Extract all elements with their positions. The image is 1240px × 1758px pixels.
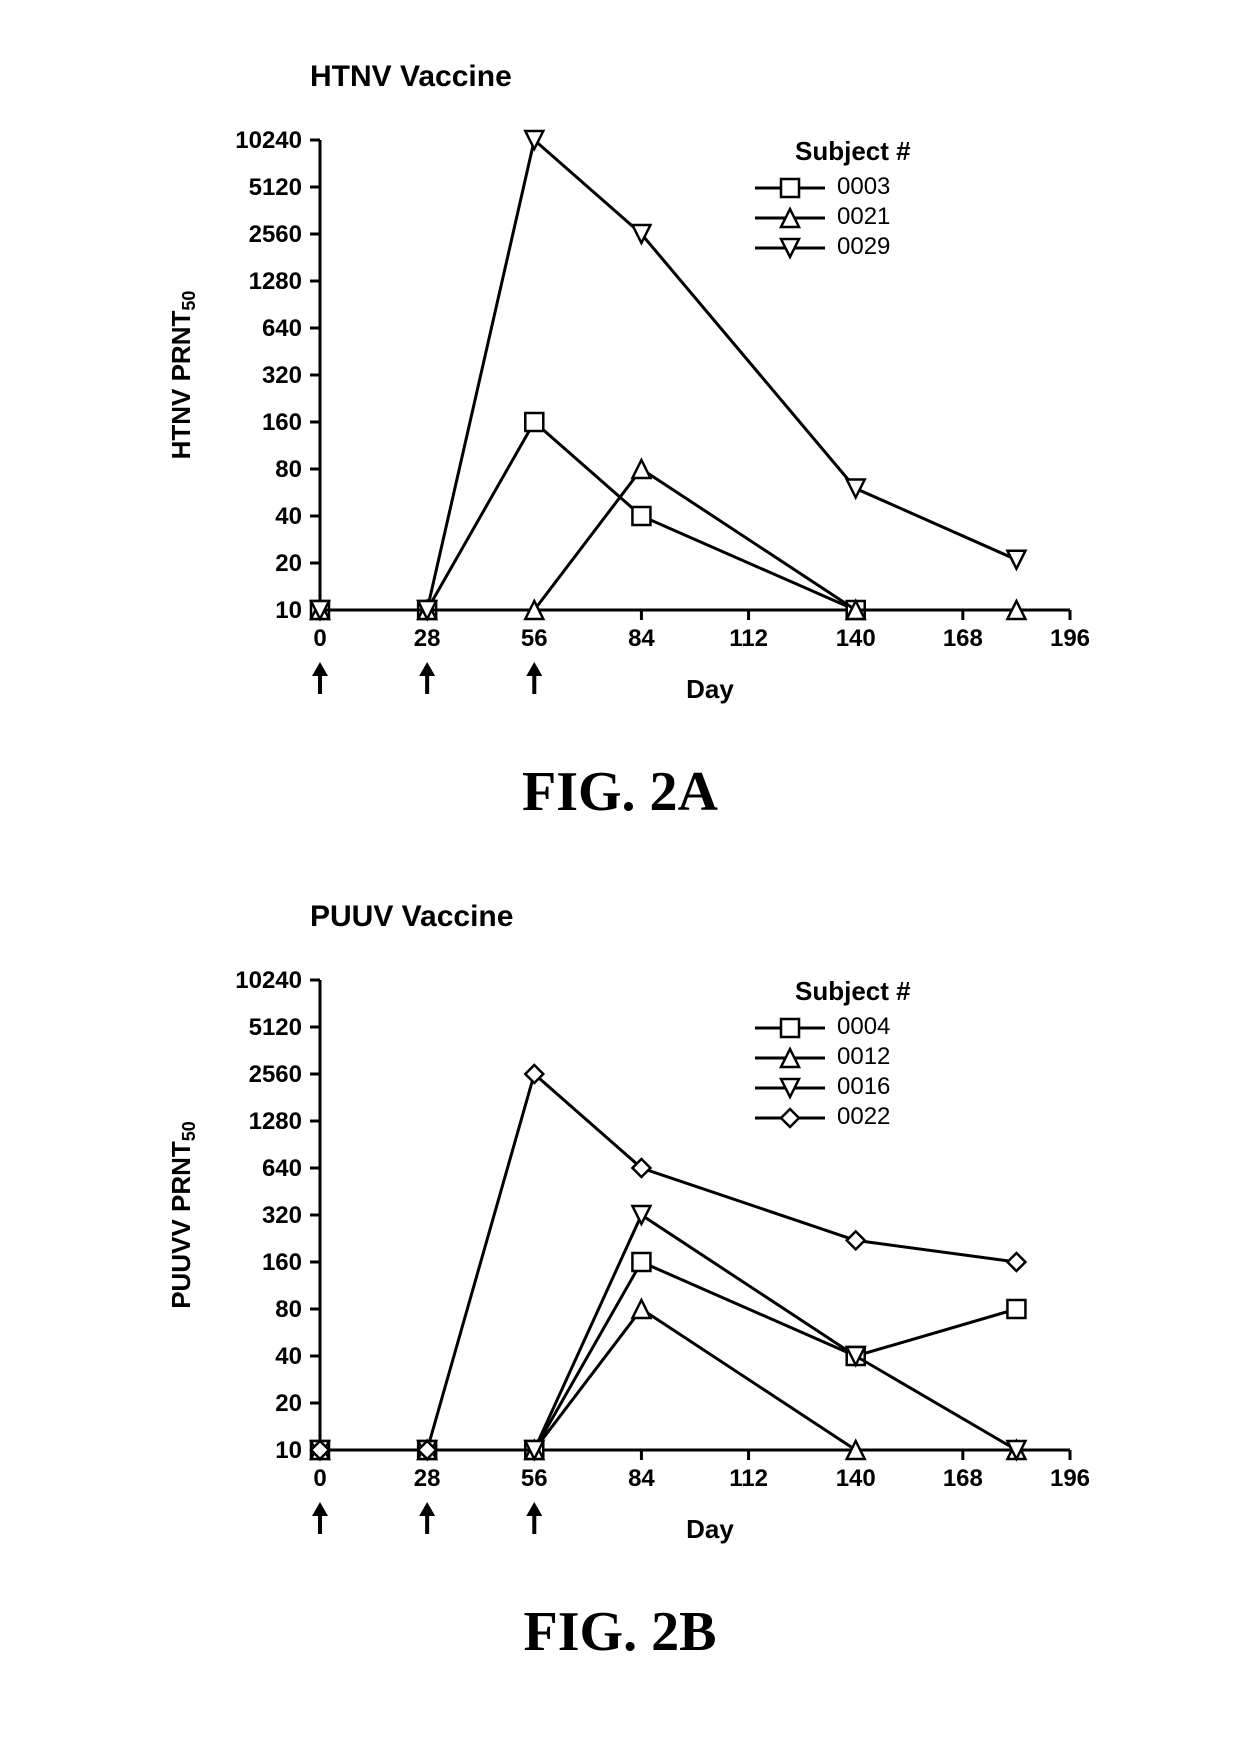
svg-text:Day: Day [686, 1514, 734, 1544]
svg-text:0022: 0022 [837, 1103, 890, 1130]
svg-text:640: 640 [262, 1155, 302, 1182]
svg-text:140: 140 [836, 625, 876, 652]
svg-text:0003: 0003 [837, 173, 890, 200]
svg-text:168: 168 [943, 625, 983, 652]
svg-text:1280: 1280 [249, 1108, 302, 1135]
svg-text:2560: 2560 [249, 221, 302, 248]
svg-text:0029: 0029 [837, 233, 890, 260]
svg-text:112: 112 [729, 625, 768, 652]
svg-text:0004: 0004 [837, 1013, 890, 1040]
svg-text:80: 80 [275, 456, 302, 483]
svg-text:320: 320 [262, 362, 302, 389]
svg-text:160: 160 [262, 1249, 302, 1276]
svg-text:10240: 10240 [235, 127, 302, 154]
svg-text:112: 112 [729, 1465, 768, 1492]
svg-text:84: 84 [628, 625, 655, 652]
svg-text:10240: 10240 [235, 967, 302, 994]
svg-text:84: 84 [628, 1465, 655, 1492]
chart-a-block: HTNV Vaccine 10 20 40 80 160 320 640 1280 2560 51… [140, 60, 1100, 730]
svg-text:140: 140 [836, 1465, 876, 1492]
svg-text:80: 80 [275, 1296, 302, 1323]
svg-text:2560: 2560 [249, 1061, 302, 1088]
svg-text:196: 196 [1050, 625, 1090, 652]
svg-text:168: 168 [943, 1465, 983, 1492]
svg-text:196: 196 [1050, 1465, 1090, 1492]
svg-text:0: 0 [313, 625, 326, 652]
svg-text:Day: Day [686, 674, 734, 704]
chart-a-svg: 10 20 40 80 160 320 640 1280 2560 5120 10240 0 28 56 8… [140, 110, 1100, 730]
svg-text:56: 56 [521, 1465, 548, 1492]
svg-text:1280: 1280 [249, 268, 302, 295]
svg-text:10: 10 [275, 1437, 302, 1464]
svg-text:PUUVV PRNT50: PUUVV PRNT50 [166, 1121, 199, 1309]
svg-text:56: 56 [521, 625, 548, 652]
svg-text:320: 320 [262, 1202, 302, 1229]
svg-text:160: 160 [262, 409, 302, 436]
page-root: HTNV Vaccine 10 20 40 80 160 320 640 1280 2560 51… [0, 0, 1240, 1758]
chart-a-title: HTNV Vaccine [310, 60, 512, 94]
chart-b-caption: FIG. 2B [140, 1600, 1100, 1664]
svg-text:5120: 5120 [249, 174, 302, 201]
chart-a-caption: FIG. 2A [140, 760, 1100, 824]
svg-text:0016: 0016 [837, 1073, 890, 1100]
svg-text:0: 0 [313, 1465, 326, 1492]
chart-b-svg: 10 20 40 80 160 320 640 1280 2560 5120 10240 0 28 56 8… [140, 950, 1100, 1570]
svg-text:0021: 0021 [837, 203, 890, 230]
svg-text:HTNV PRNT50: HTNV PRNT50 [166, 291, 199, 460]
svg-text:40: 40 [275, 1343, 302, 1370]
svg-text:28: 28 [414, 1465, 441, 1492]
chart-b-title: PUUV Vaccine [310, 900, 513, 934]
svg-text:20: 20 [275, 550, 302, 577]
svg-text:5120: 5120 [249, 1014, 302, 1041]
svg-text:Subject #: Subject # [795, 976, 911, 1006]
svg-text:40: 40 [275, 503, 302, 530]
svg-text:640: 640 [262, 315, 302, 342]
svg-text:0012: 0012 [837, 1043, 890, 1070]
svg-text:Subject #: Subject # [795, 136, 911, 166]
svg-text:20: 20 [275, 1390, 302, 1417]
chart-b-block: PUUV Vaccine 10 20 40 80 160 320 640 1280 2560 51… [140, 900, 1100, 1570]
svg-text:10: 10 [275, 597, 302, 624]
svg-text:28: 28 [414, 625, 441, 652]
